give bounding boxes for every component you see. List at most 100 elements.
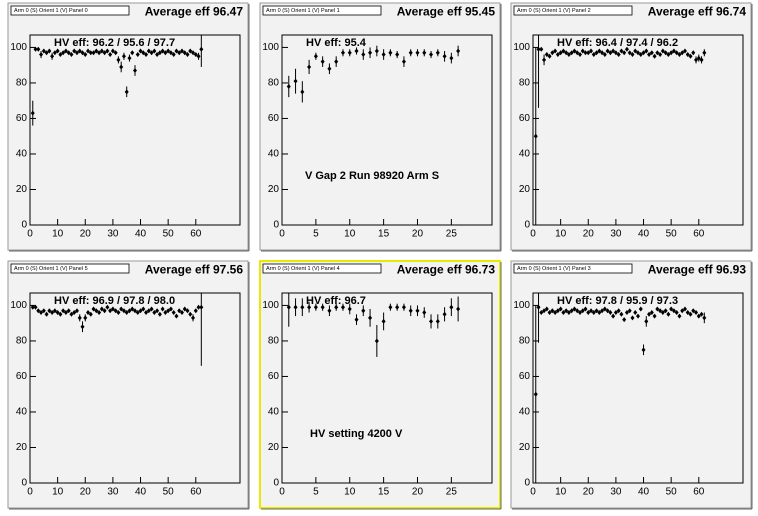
data-point (155, 52, 160, 58)
data-point (591, 52, 596, 58)
x-tick-label: 30 (107, 229, 119, 240)
chart-subtitle: Average eff 96.74 (648, 5, 747, 19)
data-point (347, 50, 352, 56)
annotation: HV eff: 96.9 / 97.8 / 98.0 (54, 295, 175, 307)
data-point (157, 50, 162, 56)
data-point (611, 313, 616, 319)
data-point (144, 52, 149, 58)
chart-title: Arm 0 (S) Orient 1 (V) Panel 5 (14, 266, 88, 272)
data-point (583, 50, 588, 56)
data-point (97, 310, 102, 316)
data-point (558, 50, 563, 56)
data-point (674, 50, 679, 56)
data-point (586, 50, 591, 56)
data-point (536, 46, 541, 52)
data-point (105, 304, 110, 310)
data-point (102, 50, 107, 56)
y-tick-label: 60 (519, 113, 531, 124)
plot-frame (532, 292, 744, 484)
chart-title: Arm 0 (S) Orient 1 (V) Panel 2 (517, 8, 591, 14)
data-point (168, 306, 173, 312)
data-point (655, 50, 660, 56)
data-point (74, 50, 79, 56)
x-tick-label: 10 (555, 229, 567, 240)
data-point (669, 50, 674, 56)
data-point (30, 304, 35, 310)
data-point (660, 310, 665, 316)
x-tick-label: 20 (412, 229, 424, 240)
data-point (671, 308, 676, 314)
data-point (580, 48, 585, 54)
y-tick-label: 60 (16, 113, 28, 124)
data-point (694, 310, 699, 316)
data-point (144, 310, 149, 316)
data-point (354, 48, 359, 54)
title-box (262, 5, 382, 16)
data-point (160, 48, 165, 54)
data-point (149, 50, 154, 56)
y-tick-label: 60 (519, 371, 531, 382)
data-point (80, 324, 85, 330)
data-point (649, 50, 654, 56)
data-point (429, 318, 434, 324)
data-point (127, 308, 132, 314)
chart-subtitle: Average eff 96.73 (397, 263, 496, 277)
y-tick-label: 40 (519, 407, 531, 418)
data-point (146, 308, 151, 314)
data-point (550, 308, 555, 314)
data-point (99, 48, 104, 54)
y-tick-label: 20 (519, 442, 531, 453)
data-point (608, 310, 613, 316)
data-point (86, 48, 91, 54)
x-tick-label: 0 (530, 487, 536, 498)
data-point (682, 306, 687, 312)
data-point (550, 50, 555, 56)
x-tick-label: 40 (135, 487, 147, 498)
x-tick-label: 15 (378, 487, 390, 498)
x-tick-label: 40 (135, 229, 147, 240)
y-tick-label: 60 (16, 371, 28, 382)
chart-subtitle: Average eff 96.47 (145, 5, 244, 19)
data-point (605, 48, 610, 54)
data-point (52, 50, 57, 56)
data-point (602, 306, 607, 312)
title-box (513, 5, 633, 16)
data-point (327, 308, 332, 314)
data-point (63, 48, 68, 54)
data-point (638, 52, 643, 58)
data-point (539, 46, 544, 52)
data-point (442, 311, 447, 317)
data-point (141, 50, 146, 56)
data-point (108, 52, 113, 58)
data-point (388, 304, 393, 310)
data-point (401, 304, 406, 310)
annotation: HV eff: 95.4 (306, 37, 367, 49)
data-point (110, 48, 115, 54)
x-tick-label: 30 (610, 229, 622, 240)
data-point (647, 311, 652, 317)
y-tick-label: 80 (16, 78, 28, 89)
y-tick-label: 100 (513, 42, 530, 53)
data-point (611, 48, 616, 54)
data-point (61, 50, 66, 56)
data-point (691, 308, 696, 314)
title-box (10, 5, 130, 16)
plot-frame (532, 34, 744, 226)
y-tick-label: 60 (268, 371, 280, 382)
data-point (702, 315, 707, 321)
data-point (671, 48, 676, 54)
data-point (616, 52, 621, 58)
x-tick-label: 60 (693, 229, 705, 240)
data-point (39, 52, 44, 58)
plot-frame (29, 292, 241, 484)
plot-data (533, 293, 707, 483)
data-point (110, 306, 115, 312)
y-tick-label: 100 (10, 300, 27, 311)
data-point (188, 311, 193, 317)
plot-frame (29, 34, 241, 226)
title-box (513, 263, 633, 274)
data-point (361, 308, 366, 314)
data-point (185, 308, 190, 314)
annotation: HV eff: 97.8 / 95.9 / 97.3 (557, 295, 678, 307)
